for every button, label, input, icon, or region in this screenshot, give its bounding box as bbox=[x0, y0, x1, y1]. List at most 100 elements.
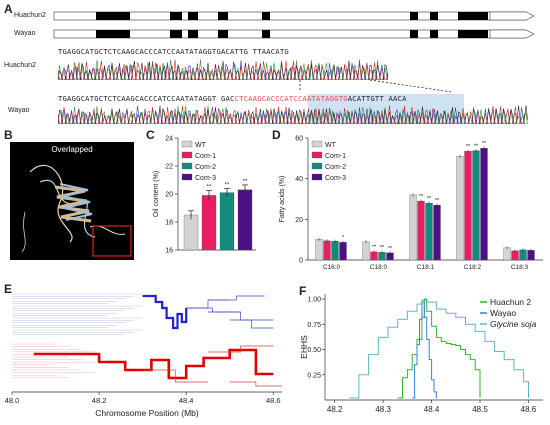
protein-ribbon-drawing bbox=[21, 164, 132, 257]
bar-com-2-c181 bbox=[425, 202, 433, 261]
y-tick-label: 16 bbox=[165, 248, 173, 255]
significance-label: ** bbox=[482, 141, 487, 147]
series-line-huachun-2 bbox=[397, 298, 481, 399]
significance-label: ** bbox=[466, 144, 471, 150]
x-tick-label: 48.4 bbox=[179, 396, 194, 405]
legend-swatch bbox=[181, 151, 193, 159]
x-tick-label: 48.3 bbox=[375, 405, 391, 414]
y-axis-label: EHHS bbox=[299, 335, 309, 359]
significance-label: ** bbox=[372, 245, 377, 251]
panel-f: F 0.25 0.50 0.75 1.00 48.2 48.3 48.4 48.5 48.6 EH… bbox=[295, 282, 550, 425]
legend-label: Com-3 bbox=[195, 175, 216, 182]
panel-e-label: E bbox=[4, 282, 13, 296]
ehhs-chart: 0.25 0.50 0.75 1.00 48.2 48.3 48.4 48.5 48.6 EHHS… bbox=[299, 294, 543, 414]
bifurcation-branch bbox=[142, 369, 208, 383]
significance-label: ** bbox=[243, 179, 248, 185]
bar-com-3-c160 bbox=[339, 242, 347, 261]
y-tick-label: 0.50 bbox=[307, 347, 321, 354]
gene-row-label-huachun2: Huachun2 bbox=[14, 12, 46, 19]
core-haplotype-upper bbox=[142, 294, 188, 330]
x-tick-label: 48.2 bbox=[92, 396, 107, 405]
legend-label: Com-1 bbox=[195, 153, 216, 160]
bar-com-3-c182 bbox=[480, 148, 488, 261]
sequence-wayao-after: ACATTGTT AACA bbox=[347, 94, 407, 103]
y-tick-label: 22 bbox=[165, 164, 173, 171]
bar-wt-c181 bbox=[409, 194, 417, 261]
significance-label: ** bbox=[225, 182, 230, 188]
y-tick-label: 20 bbox=[295, 217, 303, 224]
y-tick-label: 24 bbox=[165, 136, 173, 143]
significance-label: ** bbox=[207, 185, 212, 191]
bifurcation-branch bbox=[229, 319, 274, 329]
chromatogram-trace bbox=[58, 60, 388, 80]
oil-content-chart: 16 18 20 22 24 Oil content (%) WT ** Com-1 ** Com-… bbox=[153, 136, 256, 255]
x-tick-label: 48.6 bbox=[521, 405, 537, 414]
chromatogram-trace bbox=[58, 59, 388, 80]
bar-com-1-c160 bbox=[323, 240, 331, 261]
legend-label: Wayao bbox=[490, 308, 516, 318]
x-tick-label: 48.4 bbox=[424, 405, 440, 414]
y-tick-label: 20 bbox=[165, 192, 173, 199]
panel-b-label: B bbox=[4, 128, 13, 142]
legend-label: WT bbox=[325, 142, 337, 149]
bifurcation-branch bbox=[207, 295, 265, 301]
gene-row-label-wayao: Wayao bbox=[14, 30, 36, 37]
chromatogram-trace bbox=[58, 105, 528, 124]
gene-model-wayao bbox=[53, 29, 535, 39]
panel-c: C 16 18 20 22 24 Oil content (%) WT ** Com-1 ** Co… bbox=[140, 128, 265, 263]
y-tick-label: 0 bbox=[299, 258, 303, 265]
bar-com-2-c182 bbox=[472, 150, 480, 261]
significance-label: ** bbox=[388, 246, 393, 252]
significance-label: ** bbox=[380, 245, 385, 251]
significance-label: ** bbox=[435, 198, 440, 204]
chromatogram-trace bbox=[58, 105, 528, 124]
panel-e: E 48.0 48.2 48.4 48.6 Chromosome Position (M… bbox=[0, 282, 290, 425]
x-tick-label: 48.6 bbox=[266, 396, 281, 405]
protein-structure-image: Overlapped bbox=[10, 142, 134, 260]
series-line-wayao bbox=[412, 301, 437, 399]
sequence-wayao: TGAGGCATGCTCTCAAGCACCCATCCAATATAGGT GACC… bbox=[58, 94, 407, 103]
y-axis-label: Fatty acids (%) bbox=[279, 176, 286, 223]
sequence-wayao-insert: CTCAAGCACCCATCCAATATAGGTG bbox=[234, 94, 348, 103]
bar-com-1 bbox=[201, 195, 217, 251]
x-tick-label: C18:2 bbox=[464, 264, 482, 271]
significance-label: ** bbox=[427, 196, 432, 202]
haplotype-bifurcation-chart: 48.0 48.2 48.4 48.6 Chromosome Position (Mb) bbox=[5, 293, 282, 418]
legend-label: WT bbox=[195, 142, 207, 149]
bar-com-3 bbox=[237, 189, 253, 251]
bar-com-1-c181 bbox=[417, 200, 425, 261]
x-axis-label: Chromosome Position (Mb) bbox=[95, 408, 199, 418]
y-axis-label: Oil content (%) bbox=[153, 171, 160, 217]
x-tick-label: C18:3 bbox=[511, 264, 529, 271]
x-tick-label: C18:0 bbox=[370, 264, 388, 271]
significance-label: ** bbox=[474, 143, 479, 149]
gene-structure-diagram bbox=[53, 11, 535, 39]
data-point bbox=[226, 191, 228, 194]
panel-c-label: C bbox=[146, 128, 155, 142]
panel-a-label: A bbox=[4, 2, 13, 16]
overlapped-title: Overlapped bbox=[51, 145, 93, 154]
chromatogram-huachun2 bbox=[58, 59, 388, 80]
x-tick-label: C16:0 bbox=[323, 264, 341, 271]
x-tick-label: 48.2 bbox=[327, 405, 343, 414]
legend-swatch bbox=[181, 162, 193, 170]
bar-wt-c183 bbox=[503, 247, 511, 261]
legend-swatch bbox=[181, 140, 193, 148]
legend-label: Glycine soja bbox=[490, 319, 537, 329]
legend-label: Com-2 bbox=[195, 164, 216, 171]
legend-swatch bbox=[311, 151, 323, 159]
panel-b: B Overlapped bbox=[0, 128, 135, 263]
bar-com-2 bbox=[219, 192, 235, 251]
legend-swatch bbox=[181, 173, 193, 181]
bar-wt-c180 bbox=[362, 241, 370, 261]
y-tick-label: 0.75 bbox=[307, 322, 321, 329]
highlight-region-box bbox=[92, 225, 132, 257]
significance-label: ** bbox=[419, 194, 424, 200]
sequence-wayao-before: TGAGGCATGCTCTCAAGCACCCATCCAATATAGGT GAC bbox=[58, 94, 235, 103]
gene-model-huachun2 bbox=[53, 11, 535, 21]
panel-f-label: F bbox=[299, 284, 307, 298]
legend-swatch bbox=[311, 140, 323, 148]
bifurcation-branch bbox=[229, 381, 282, 387]
y-tick-label: 0.25 bbox=[307, 372, 321, 379]
core-haplotype-lower bbox=[33, 348, 274, 380]
